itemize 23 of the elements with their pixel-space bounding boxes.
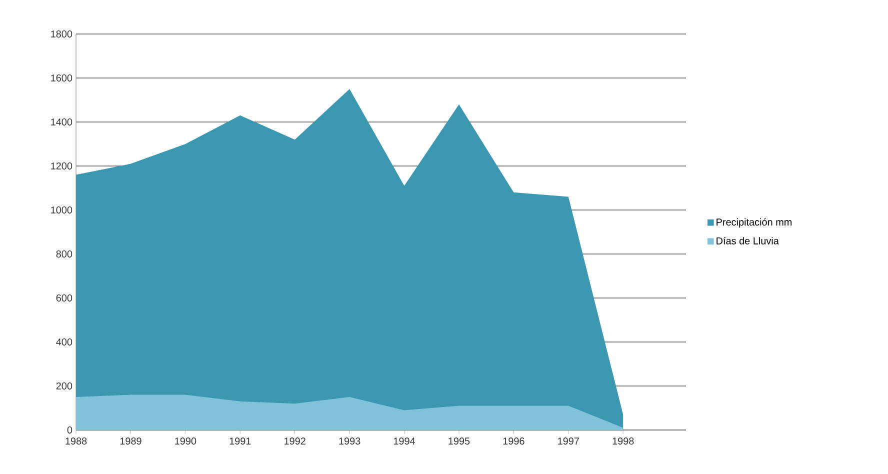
x-tick-label: 1990 [175, 438, 196, 445]
x-tick-label: 1989 [120, 438, 142, 445]
x-tick-label: 1998 [612, 438, 634, 445]
y-tick-label: 400 [56, 338, 72, 346]
y-tick-label: 200 [56, 382, 72, 390]
x-tick-label: 1994 [394, 438, 416, 445]
y-tick-label: 1400 [51, 118, 72, 126]
legend-label: Precipitación mm [716, 218, 792, 228]
x-tick-label: 1997 [558, 438, 579, 445]
y-tick-label: 1600 [51, 74, 72, 82]
y-tick-label: 1000 [51, 206, 72, 214]
y-tick-label: 1800 [51, 30, 72, 38]
x-tick-label: 1991 [230, 438, 251, 445]
x-tick-label: 1995 [448, 438, 470, 445]
y-tick-label: 0 [67, 426, 72, 434]
x-tick-label: 1988 [66, 438, 87, 445]
x-tick-label: 1993 [339, 438, 360, 445]
y-tick-label: 1200 [51, 162, 72, 170]
y-tick-label: 600 [56, 294, 72, 302]
x-tick-label: 1996 [503, 438, 524, 445]
x-tick-label: 1992 [284, 438, 306, 445]
y-tick-label: 800 [56, 250, 72, 258]
legend-label: Días de Lluvia [716, 236, 779, 244]
